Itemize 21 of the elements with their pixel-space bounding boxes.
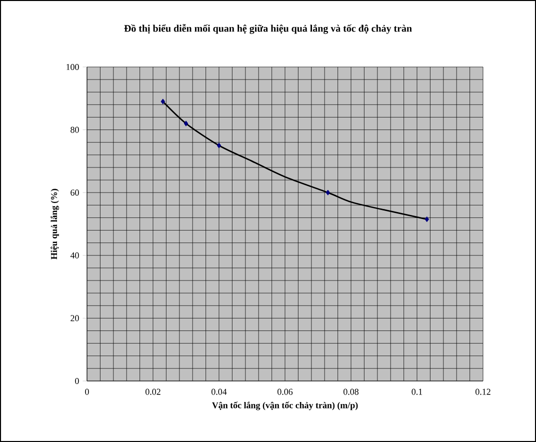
x-tick-label: 0 xyxy=(85,388,89,395)
point xyxy=(184,120,188,126)
x-tick-label: 0.1 xyxy=(412,388,422,395)
y-tick-label: 20 xyxy=(70,315,79,322)
x-tick-label: 0.02 xyxy=(146,388,160,395)
x-tick-label: 0.12 xyxy=(476,388,490,395)
x-tick-label: 0.06 xyxy=(278,388,293,395)
x-tick-label: 0.04 xyxy=(212,388,227,395)
y-tick-label: 60 xyxy=(70,190,79,196)
y-tick-label: 80 xyxy=(70,126,79,133)
y-tick-label: 0 xyxy=(75,378,79,384)
x-tick-label: 0.08 xyxy=(344,388,359,395)
point xyxy=(216,142,222,148)
y-tick-label: 100 xyxy=(66,64,79,70)
y-axis-title: Hiệu quả lắng (%) xyxy=(50,188,59,260)
point xyxy=(160,98,166,104)
point xyxy=(424,216,430,222)
chart-title: Đồ thị biểu diễn mối quan hệ giữa hiệu quả lắng và tốc độ chảy tràn xyxy=(124,24,412,34)
y-tick-label: 40 xyxy=(70,252,79,258)
x-axis-title: Vận tốc lắng (vận tốc chảy tràn) (m/p) xyxy=(212,402,358,410)
point xyxy=(326,190,330,196)
